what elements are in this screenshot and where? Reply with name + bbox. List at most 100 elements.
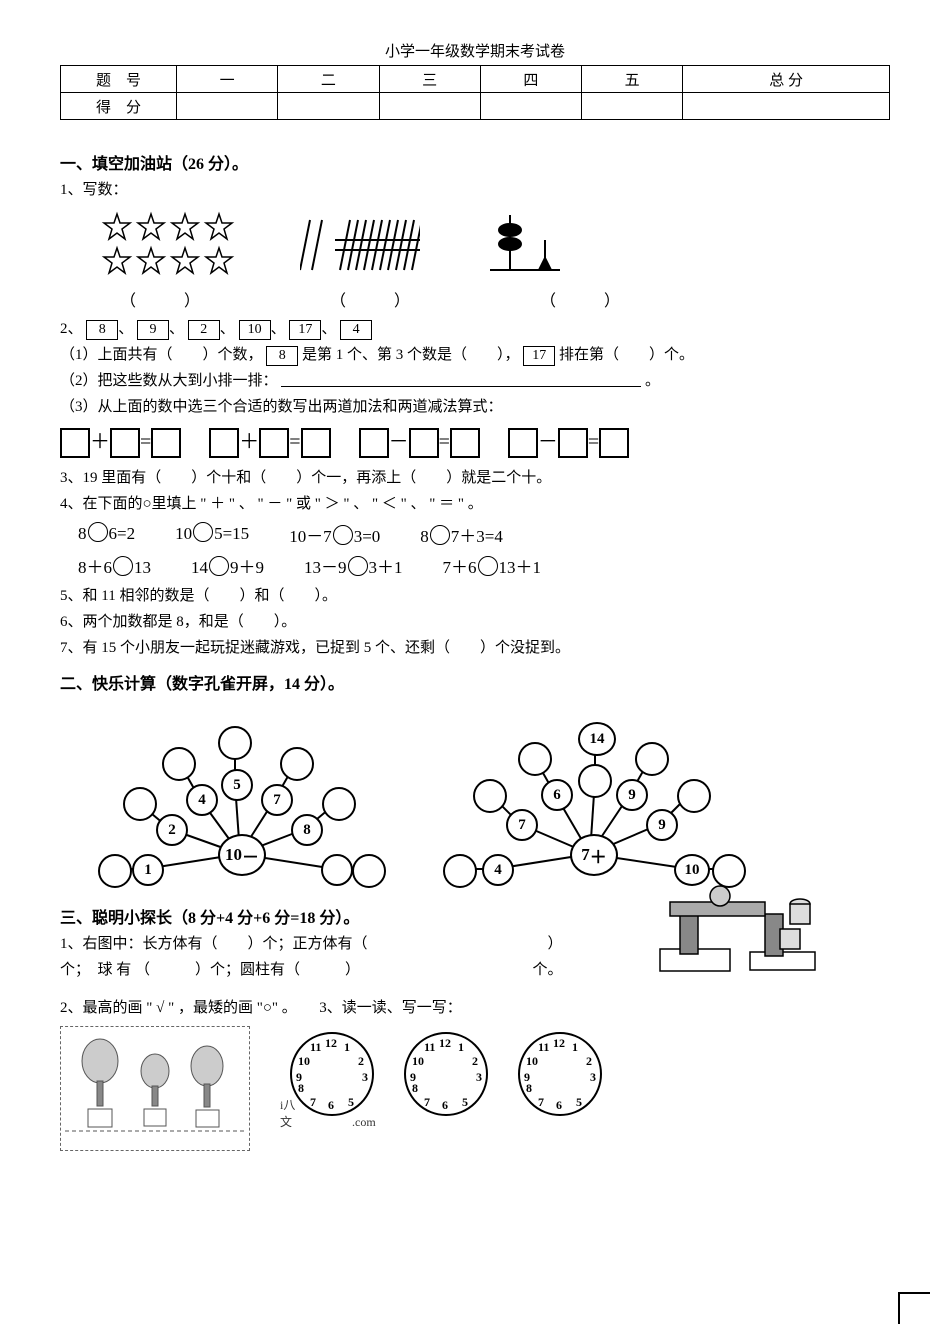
td-blank — [278, 93, 379, 120]
expr: 87＋3=4 — [420, 522, 503, 547]
expr: 105=15 — [175, 522, 249, 547]
q3: 3、19 里面有（ ）个十和（ ）个一，再添上（ ）就是二个十。 — [60, 466, 890, 490]
q4: 4、在下面的○里填上 " ＋ " 、 " － " 或 " ＞ " 、 " ＜ "… — [60, 492, 890, 516]
minus-icon: － — [389, 431, 409, 453]
q4-row-b: 8＋613 149＋9 13－93＋1 7＋613＋1 — [78, 553, 890, 578]
eq-icon: = — [289, 431, 300, 453]
text: （1）上面共有（ ）个数， — [60, 347, 263, 363]
box-num: 4 — [340, 320, 372, 340]
blank-box — [151, 428, 181, 458]
th-num: 题 号 — [61, 66, 177, 93]
page-corner-icon — [898, 1292, 930, 1324]
td-blank — [582, 93, 683, 120]
s3-q2: 2、最高的画 " √ " ，最矮的画 "○" 。 3、读一读、写一写： — [60, 996, 890, 1020]
section1-heading: 一、填空加油站（26 分）。 — [60, 150, 890, 174]
eq-icon: = — [439, 431, 450, 453]
box-num: 17 — [523, 346, 555, 366]
expr: 86=2 — [78, 522, 135, 547]
q1-blanks: （ ） （ ） （ ） — [120, 287, 890, 311]
text: 是第 1 个、第 3 个数是（ ）， — [302, 347, 520, 363]
sep: 、 — [118, 321, 133, 337]
q2-numbers: 2、 8、 9、 2、 10、 17、 4 — [60, 317, 890, 341]
peacock-left: 10－ 1 2 4 5 7 8 — [90, 704, 390, 894]
sep: 、 — [271, 321, 286, 337]
q2-3: （3）从上面的数中选三个合适的数写出两道加法和两道减法算式： — [60, 395, 890, 419]
trees-icon — [60, 1026, 250, 1151]
clock-icon: 12 1 2 3 5 6 7 8 9 10 11 — [518, 1032, 602, 1116]
blank-box — [209, 428, 239, 458]
peacock-diagrams: 10－ 1 2 4 5 7 8 — [90, 704, 890, 894]
blank-box — [558, 428, 588, 458]
q5: 5、和 11 相邻的数是（ ）和（ ）。 — [60, 584, 890, 608]
blank-box — [359, 428, 389, 458]
q4-row-a: 86=2 105=15 10－73=0 87＋3=4 — [78, 522, 890, 547]
q2-1: （1）上面共有（ ）个数， 8 是第 1 个、第 3 个数是（ ）， 17 排在… — [60, 343, 890, 367]
tally-icon — [300, 210, 420, 285]
center-val: 10 — [225, 845, 242, 865]
minus-icon: － — [538, 431, 558, 453]
q2-2: （2）把这些数从大到小排一排： 。 — [60, 369, 890, 393]
box-num: 2 — [188, 320, 220, 340]
text: 。 — [645, 373, 660, 389]
q1-label: 1、写数： — [60, 178, 890, 202]
expr: 149＋9 — [191, 553, 264, 578]
exam-title: 小学一年级数学期末考试卷 — [60, 40, 890, 61]
op: － — [242, 843, 259, 868]
blank-box — [301, 428, 331, 458]
underline — [281, 386, 641, 387]
clock-icon: 12 1 2 3 5 6 7 8 9 10 11 — [290, 1032, 374, 1116]
expr: 10－73=0 — [289, 522, 380, 547]
td-score-label: 得 分 — [61, 93, 177, 120]
td-blank — [480, 93, 581, 120]
op: ＋ — [590, 843, 607, 868]
th-c3: 三 — [379, 66, 480, 93]
td-blank — [177, 93, 278, 120]
expr: 7＋613＋1 — [443, 553, 542, 578]
blank-paren: （ ） — [120, 287, 200, 311]
equation-row: ＋ = ＋ = － = － = — [60, 425, 890, 458]
blank-paren: （ ） — [330, 287, 410, 311]
box-num: 9 — [137, 320, 169, 340]
table-row: 题 号 一 二 三 四 五 总 分 — [61, 66, 890, 93]
eq-icon: = — [140, 431, 151, 453]
abacus-icon — [480, 210, 570, 285]
th-c5: 五 — [582, 66, 683, 93]
box-num: 8 — [266, 346, 298, 366]
box-num: 10 — [239, 320, 271, 340]
stars-icon — [100, 210, 240, 285]
q1-pictures — [100, 210, 890, 285]
text: 排在第（ ）个。 — [559, 347, 694, 363]
blank-box — [409, 428, 439, 458]
td-blank — [379, 93, 480, 120]
box-num: 17 — [289, 320, 321, 340]
plus-icon: ＋ — [239, 431, 259, 453]
shapes-icon — [650, 874, 830, 984]
sep: 、 — [321, 321, 336, 337]
th-c4: 四 — [480, 66, 581, 93]
td-blank — [683, 93, 890, 120]
blank-box — [599, 428, 629, 458]
q7: 7、有 15 个小朋友一起玩捉迷藏游戏，已捉到 5 个、还剩（ ）个没捉到。 — [60, 636, 890, 660]
box-num: 8 — [86, 320, 118, 340]
sep: 、 — [220, 321, 235, 337]
clock-icon: 12 1 2 3 5 6 7 8 9 10 11 — [404, 1032, 488, 1116]
blank-box — [259, 428, 289, 458]
score-table: 题 号 一 二 三 四 五 总 分 得 分 — [60, 65, 890, 120]
center-val: 7 — [581, 845, 590, 865]
clocks: 12 1 2 3 5 6 7 8 9 10 11 12 1 2 3 5 6 7 … — [290, 1032, 602, 1116]
blank-box — [450, 428, 480, 458]
q6: 6、两个加数都是 8，和是（ ）。 — [60, 610, 890, 634]
blank-box — [508, 428, 538, 458]
blank-box — [110, 428, 140, 458]
section2-heading: 二、快乐计算（数字孔雀开屏，14 分）。 — [60, 670, 890, 694]
expr: 8＋613 — [78, 553, 151, 578]
table-row: 得 分 — [61, 93, 890, 120]
th-total: 总 分 — [683, 66, 890, 93]
blank-box — [60, 428, 90, 458]
eq-icon: = — [588, 431, 599, 453]
text: （2）把这些数从大到小排一排： — [60, 373, 278, 389]
plus-icon: ＋ — [90, 431, 110, 453]
expr: 13－93＋1 — [304, 553, 403, 578]
th-c1: 一 — [177, 66, 278, 93]
th-c2: 二 — [278, 66, 379, 93]
